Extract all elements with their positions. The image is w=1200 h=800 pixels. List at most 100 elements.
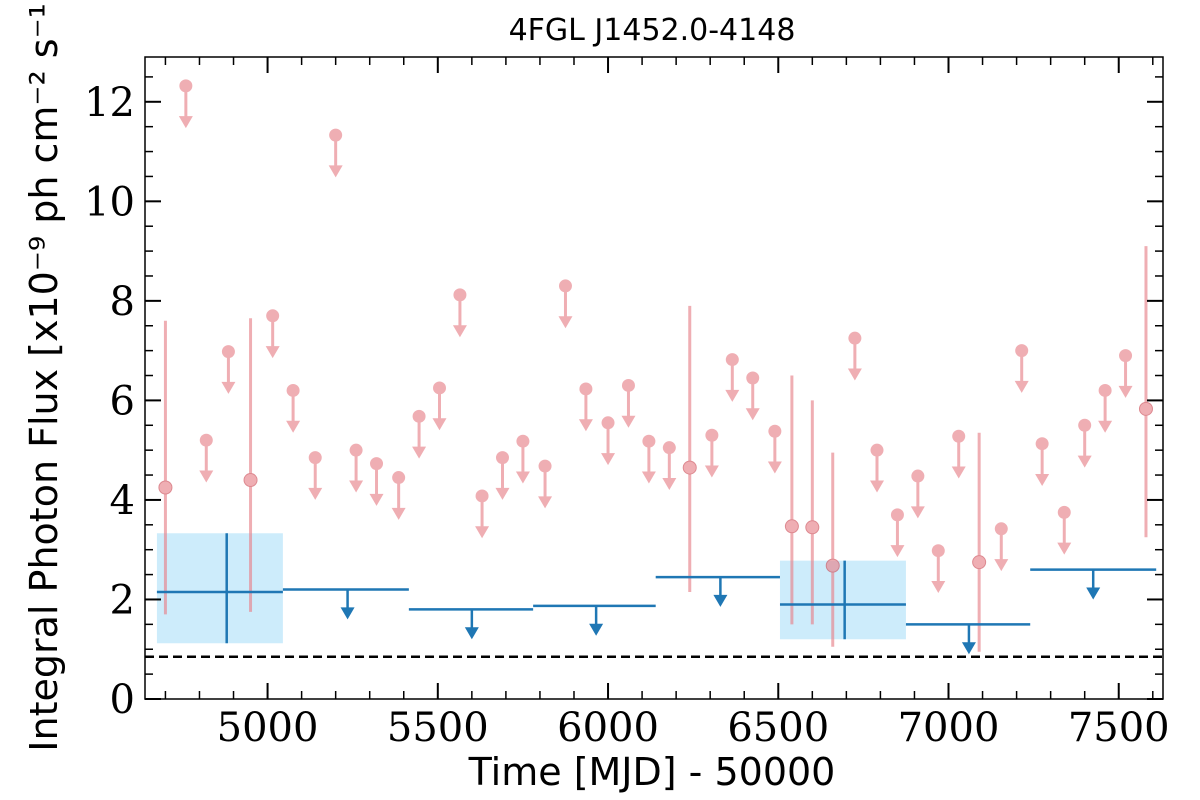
short-bin-upper-limit-25 <box>745 371 760 421</box>
short-bin-upper-limit-20 <box>621 378 636 428</box>
short-bin-upper-limit-point <box>179 79 193 93</box>
short-bin-upper-limit-point <box>538 459 552 473</box>
short-bin-upper-limit-point <box>516 434 530 448</box>
short-bin-upper-limit-point <box>768 424 782 438</box>
long-bin-upper-limit-4 <box>905 623 1031 655</box>
short-bin-upper-limit-point <box>1098 383 1112 397</box>
short-bin-upper-limit-arrow <box>515 471 530 484</box>
short-bin-upper-limit-point <box>558 279 572 293</box>
x-tick-label: 5000 <box>217 705 319 751</box>
short-bin-detection-point <box>805 520 820 535</box>
short-bin-upper-limit-arrow <box>221 381 236 394</box>
short-bin-upper-limit-arrow <box>1098 420 1113 433</box>
short-bin-upper-limit-11 <box>432 381 447 431</box>
long-bin-band-1 <box>779 560 906 640</box>
short-bin-upper-limit-37 <box>1077 418 1092 468</box>
short-bin-detection-5 <box>825 452 840 647</box>
short-bin-upper-limit-8 <box>369 457 384 506</box>
short-bin-upper-limit-arrow <box>767 461 782 474</box>
long-bin-upper-limit-3 <box>655 575 780 607</box>
short-bin-upper-limit-38 <box>1098 383 1113 433</box>
short-bin-detection-point <box>784 519 799 534</box>
short-bin-upper-limit-21 <box>641 434 656 484</box>
long-bin-upper-limit-arrow <box>464 627 479 640</box>
short-bin-upper-limit-19 <box>601 416 616 466</box>
short-bin-upper-limit-arrow <box>412 446 427 459</box>
short-bin-upper-limit-31 <box>931 544 946 593</box>
short-bin-upper-limit-arrow <box>1077 455 1092 468</box>
short-bin-upper-limit-arrow <box>1014 380 1029 393</box>
short-bin-upper-limit-point <box>579 382 593 396</box>
short-bin-upper-limit-point <box>1035 437 1049 451</box>
short-bin-upper-limit-point <box>1057 505 1071 519</box>
x-tick-label: 7500 <box>1068 705 1170 751</box>
short-bin-upper-limit-arrow <box>265 346 280 359</box>
short-bin-upper-limit-arrow <box>641 471 656 484</box>
long-bin-band-0 <box>156 533 283 644</box>
short-bin-upper-limit-point <box>994 522 1008 536</box>
short-bin-upper-limit-point <box>601 416 615 430</box>
short-bin-upper-limit-18 <box>578 382 593 432</box>
short-bin-upper-limit-13 <box>475 489 490 539</box>
short-bin-upper-limit-arrow <box>1035 473 1050 486</box>
short-bin-upper-limit-arrow <box>391 507 406 520</box>
short-bin-upper-limit-arrow <box>951 466 966 479</box>
short-bin-detection-point <box>243 473 258 488</box>
x-tick-label: 7000 <box>898 705 1000 751</box>
short-bin-upper-limit-arrow <box>621 415 636 428</box>
short-bin-upper-limit-point <box>746 371 760 385</box>
long-bin-upper-limit-arrow <box>340 607 355 620</box>
short-bin-upper-limit-point <box>370 457 384 471</box>
long-bin-upper-limit-arrow <box>961 642 976 655</box>
short-bin-upper-limit-arrow <box>931 580 946 593</box>
short-bin-upper-limit-arrow <box>495 487 510 500</box>
short-bin-detection-0 <box>158 320 173 615</box>
short-bin-upper-limit-point <box>495 451 509 465</box>
short-bin-upper-limit-arrow <box>662 477 677 490</box>
long-bin-upper-limit-2 <box>533 604 656 636</box>
short-bin-upper-limit-26 <box>767 424 782 474</box>
short-bin-upper-limit-point <box>453 288 467 302</box>
short-bin-upper-limit-5 <box>308 451 323 500</box>
short-bin-upper-limit-34 <box>1014 344 1029 393</box>
short-bin-upper-limit-33 <box>994 522 1009 572</box>
short-bin-upper-limit-32 <box>951 429 966 479</box>
plot-frame <box>144 56 1164 700</box>
short-bin-upper-limit-29 <box>890 508 905 558</box>
short-bin-upper-limit-point <box>412 409 426 423</box>
short-bin-upper-limit-point <box>199 433 213 447</box>
short-bin-upper-limit-2 <box>221 345 236 394</box>
short-bin-upper-limit-15 <box>515 434 530 484</box>
short-bin-upper-limit-arrow <box>1057 542 1072 555</box>
short-bin-upper-limit-point <box>308 451 322 465</box>
short-bin-detection-point <box>825 558 840 573</box>
short-bin-upper-limit-27 <box>847 331 862 381</box>
short-bin-upper-limit-35 <box>1035 437 1050 486</box>
plot-area: 5000 5500 6000 6500 7000 7500 0 2 4 6 8 10 12 <box>84 56 1170 751</box>
short-bin-upper-limit-arrow <box>369 493 384 506</box>
short-bin-upper-limit-arrow <box>578 419 593 432</box>
x-tick-label: 6500 <box>727 705 829 751</box>
short-bin-upper-limit-16 <box>538 459 553 509</box>
short-bin-upper-limit-1 <box>199 433 214 483</box>
long-bin-upper-limit-1 <box>408 608 534 640</box>
short-bin-upper-limit-point <box>642 434 656 448</box>
long-bin-detection-1 <box>779 560 906 640</box>
short-bin-upper-limit-point <box>725 353 739 367</box>
y-tick-label: 4 <box>110 478 135 524</box>
short-bin-upper-limit-arrow <box>994 559 1009 572</box>
short-bin-upper-limit-arrow <box>910 506 925 519</box>
short-bin-upper-limit-24 <box>725 353 740 402</box>
short-bin-upper-limit-arrow <box>745 408 760 421</box>
long-bin-upper-limit-0 <box>282 588 409 620</box>
short-bin-detection-point <box>1138 401 1153 416</box>
short-bin-upper-limit-point <box>1015 344 1029 358</box>
short-bin-upper-limit-point <box>870 443 884 457</box>
short-bin-upper-limit-arrow <box>558 316 573 329</box>
long-bin-upper-limit-arrow <box>589 623 604 636</box>
y-tick-label: 8 <box>110 279 135 325</box>
short-bin-upper-limit-point <box>349 443 363 457</box>
short-bin-upper-limit-arrow <box>725 389 740 402</box>
short-bin-upper-limit-point <box>662 441 676 455</box>
